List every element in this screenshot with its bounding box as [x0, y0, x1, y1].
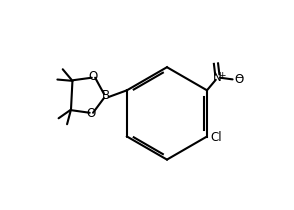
Text: Cl: Cl — [211, 131, 222, 144]
Text: O: O — [87, 107, 96, 120]
Text: B: B — [102, 89, 110, 102]
Text: O: O — [89, 70, 98, 83]
Text: O: O — [234, 73, 243, 86]
Text: +: + — [218, 71, 226, 80]
Text: N: N — [213, 71, 222, 84]
Text: −: − — [236, 73, 244, 83]
